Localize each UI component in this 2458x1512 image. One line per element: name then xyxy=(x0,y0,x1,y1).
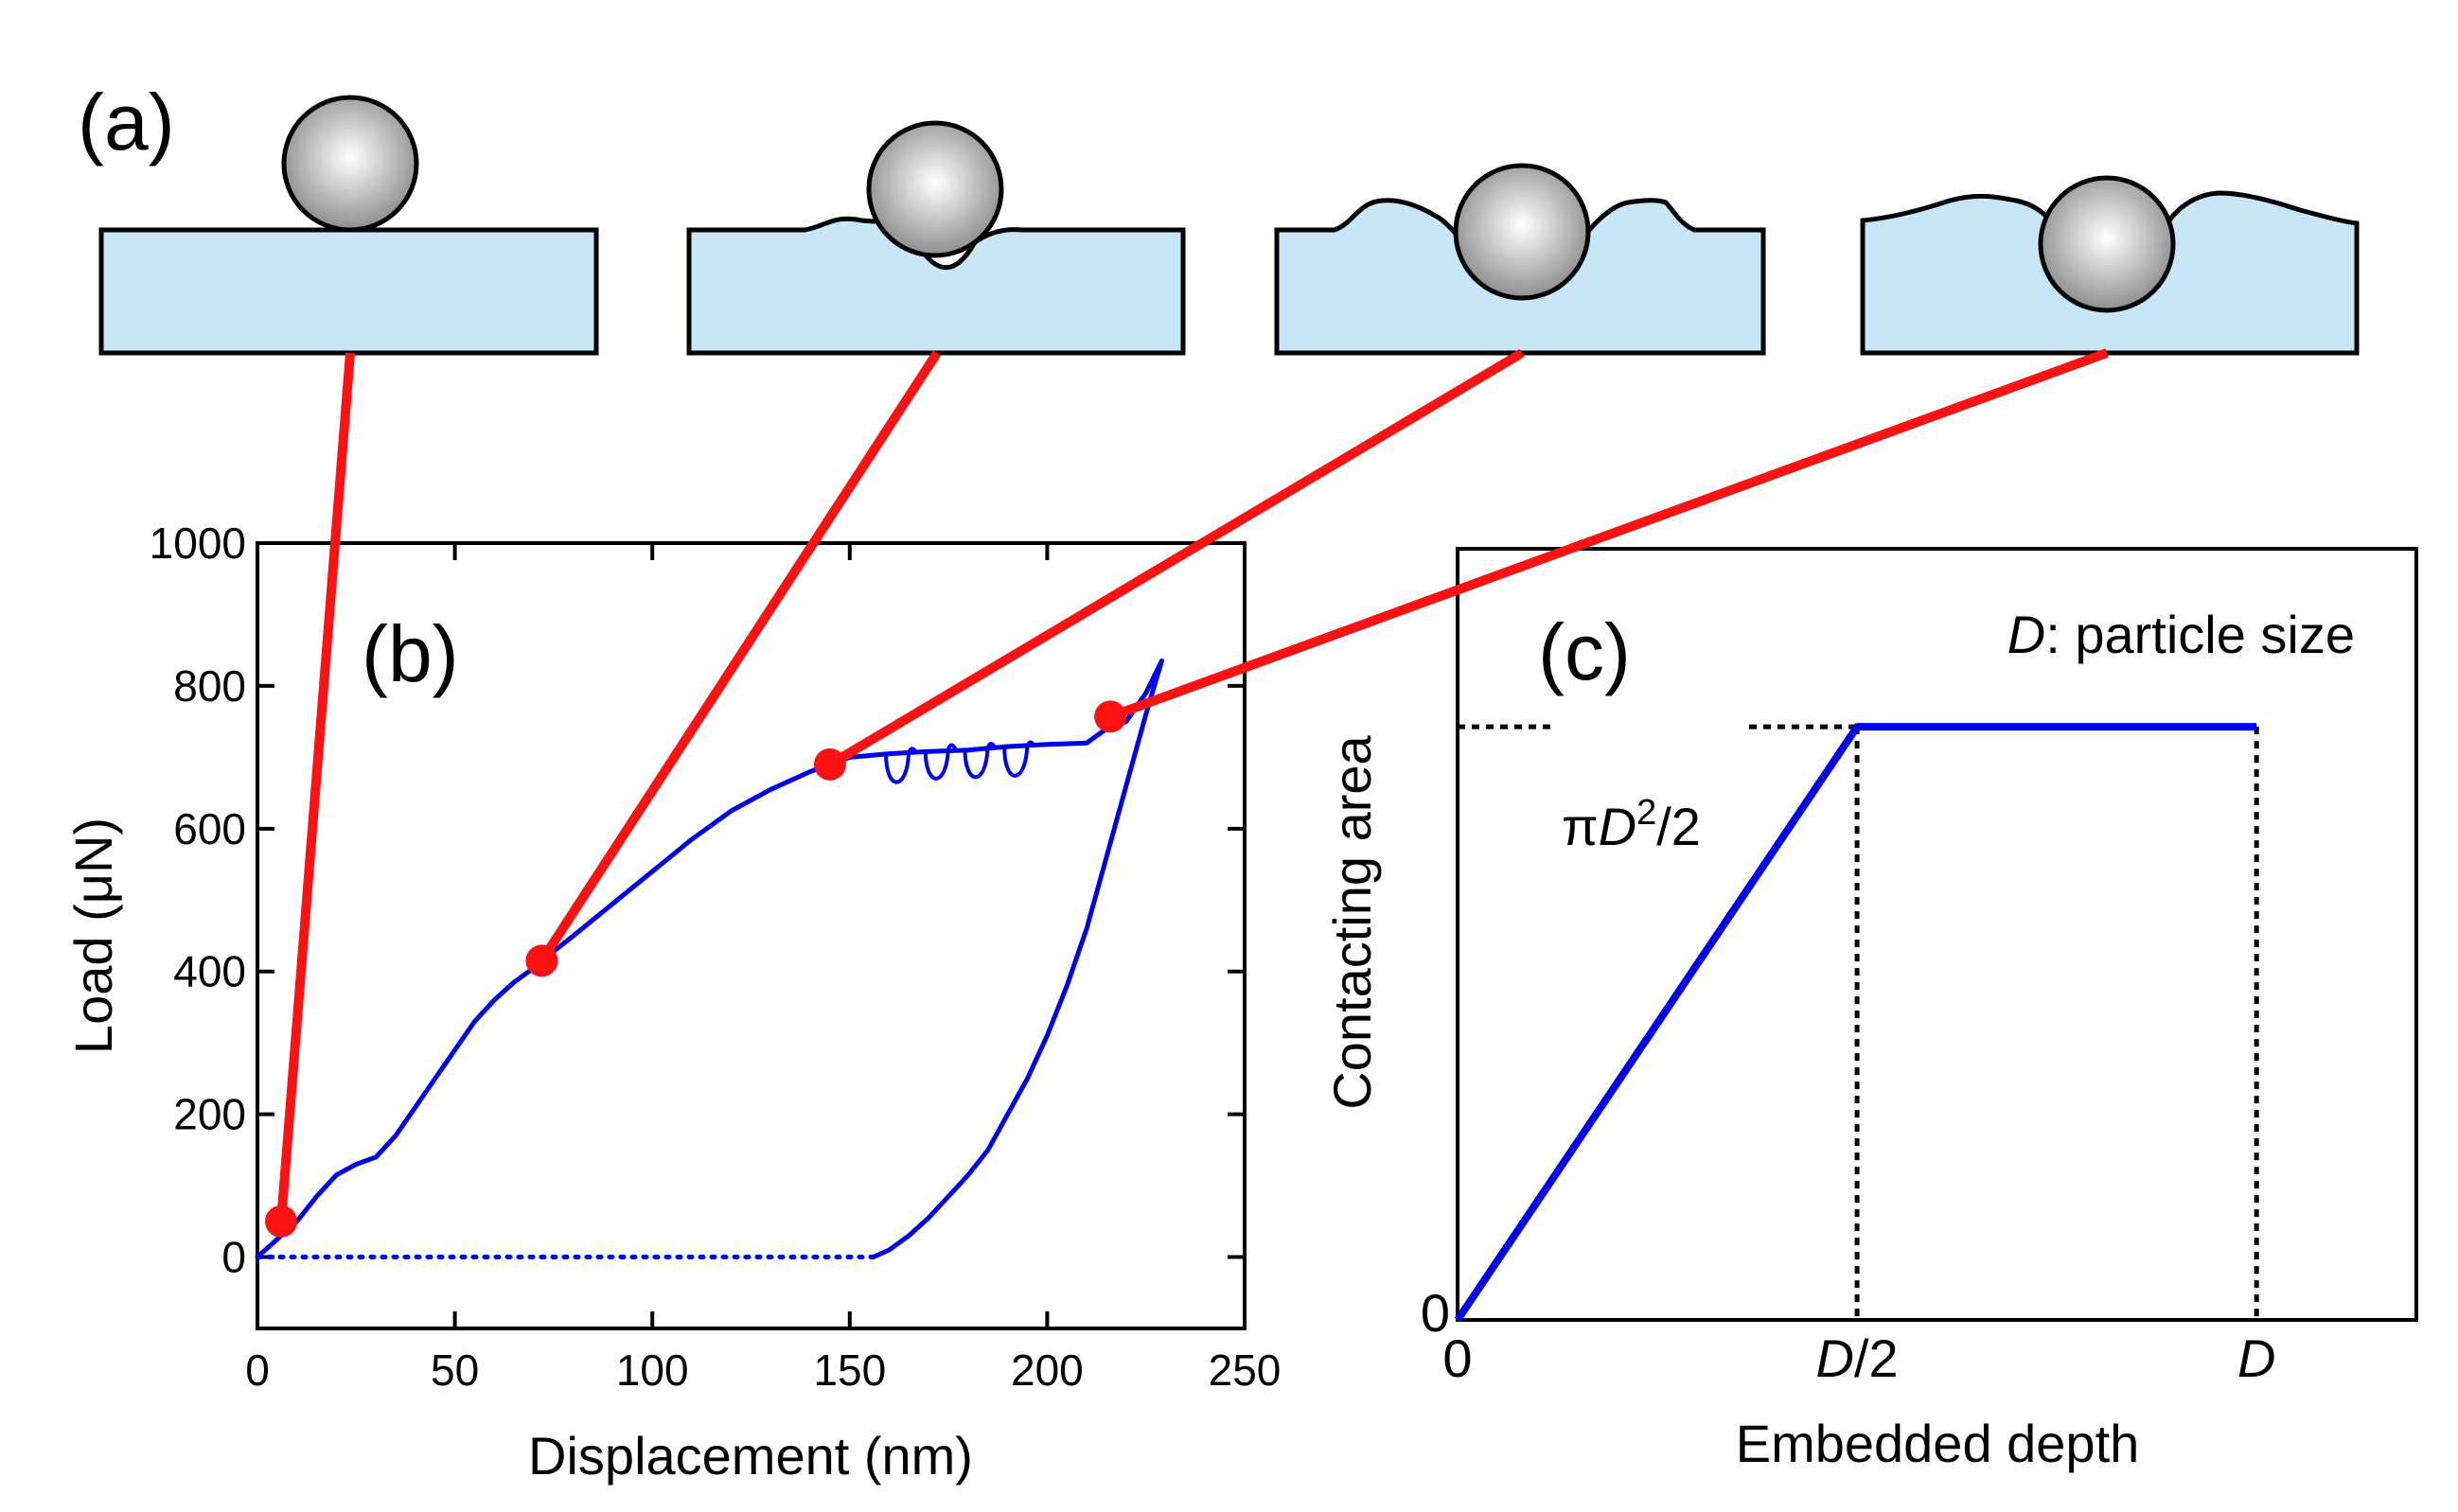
y-tick-label-b: 400 xyxy=(173,947,246,996)
stage-1 xyxy=(98,95,599,356)
plateau-sym: D xyxy=(1599,797,1636,856)
x-tick-label-b: 200 xyxy=(1011,1345,1084,1395)
plateau-sup: 2 xyxy=(1636,793,1656,833)
x-tick-label-b: 0 xyxy=(245,1345,270,1395)
x-tick-label-c: D/2 xyxy=(1816,1328,1899,1388)
stage-2 xyxy=(686,120,1186,356)
series-unloading xyxy=(871,659,1164,1259)
chart-b-markers xyxy=(265,700,1127,1238)
stage-4 xyxy=(1860,175,2360,356)
note-symbol: D xyxy=(2007,605,2045,664)
y-tick-label-b: 200 xyxy=(173,1090,246,1139)
chart-b-ylabel: Load (μN) xyxy=(63,818,123,1054)
x-tick-label-b: 250 xyxy=(1209,1345,1282,1395)
panel-a-label: (a) xyxy=(78,78,175,167)
series-loading xyxy=(255,659,1164,1259)
y-tick-label-b: 600 xyxy=(173,804,246,853)
plateau-rest: /2 xyxy=(1656,797,1701,856)
chart-b-ticks: 0 50 100 150 200 250 0 200 400 600 800 1000 xyxy=(150,519,1282,1395)
chart-c-xlabel: Embedded depth xyxy=(1736,1414,2140,1473)
series-contacting-area xyxy=(1454,723,2257,1323)
y-tick-label-b: 1000 xyxy=(150,519,246,568)
particle-2 xyxy=(866,120,1004,258)
chart-c-series xyxy=(1454,723,2257,1323)
stage-3 xyxy=(1274,163,1766,356)
substrate-1 xyxy=(98,227,599,356)
particle-3 xyxy=(1453,163,1591,301)
x-tick-label-c: 0 xyxy=(1442,1328,1472,1388)
x-tick-label-b: 100 xyxy=(616,1345,689,1395)
x-tick-label-c: D xyxy=(2237,1328,2275,1388)
chart-b-series xyxy=(255,659,1164,1259)
connector-line xyxy=(538,350,942,964)
chart-b-xlabel: Displacement (nm) xyxy=(528,1426,973,1486)
chart-b-frame xyxy=(256,541,1247,1330)
connector-line xyxy=(827,348,1525,769)
y-tick-label-b: 0 xyxy=(221,1233,246,1282)
chart-c-ticks: 0 D/2 D 0 xyxy=(1421,1283,2276,1388)
oscillation-loop xyxy=(963,742,998,780)
chart-c-guides xyxy=(1458,724,2259,1320)
chart-c-frame xyxy=(1456,547,2418,1322)
plateau-pi: π xyxy=(1562,797,1599,856)
connector-line xyxy=(276,352,355,1222)
load-displacement-chart: 0 50 100 150 200 250 0 200 400 600 800 1000 (b) Dis… xyxy=(63,519,1281,1486)
oscillation-loop xyxy=(923,743,958,781)
x-tick-label-b: 50 xyxy=(431,1345,479,1395)
note-text: : particle size xyxy=(2045,605,2355,664)
particle-1 xyxy=(281,95,419,233)
contact-area-chart: 0 D/2 D0 (c) D: particle size πD2/2 Embedd… xyxy=(1322,547,2418,1473)
connector-line xyxy=(1108,348,2109,722)
y-tick-label-c: 0 xyxy=(1421,1283,1450,1343)
panel-c-label: (c) xyxy=(1538,607,1631,696)
particle-4 xyxy=(2038,175,2176,313)
oscillation-loop xyxy=(1002,740,1037,778)
y-tick-label-b: 800 xyxy=(173,661,246,711)
x-tick-label-b: 150 xyxy=(813,1345,886,1395)
plateau-label: πD2/2 xyxy=(1562,793,1701,856)
chart-c-ylabel: Contacting area xyxy=(1322,734,1382,1109)
particle-size-note: D: particle size xyxy=(2007,605,2355,664)
panel-b-label: (b) xyxy=(362,609,459,698)
oscillation-loop xyxy=(884,747,918,784)
connectors xyxy=(276,348,2109,1222)
